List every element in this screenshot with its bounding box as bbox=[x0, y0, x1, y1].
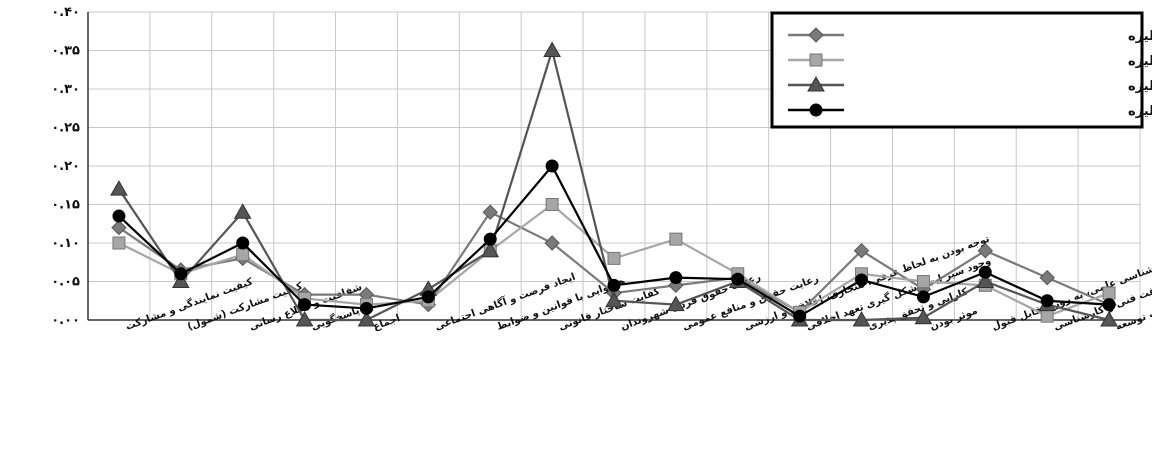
data-point bbox=[852, 310, 871, 327]
data-point bbox=[1040, 309, 1054, 323]
legend-entry: مجموع تاثیرات نرمالیزه bbox=[788, 75, 1152, 94]
legend-label: مرکزیت نرمالیزه bbox=[1128, 54, 1152, 69]
data-point bbox=[605, 291, 623, 308]
data-point bbox=[112, 209, 126, 223]
data-point bbox=[916, 290, 930, 304]
data-point bbox=[1039, 269, 1055, 286]
legend-marker bbox=[809, 103, 823, 117]
legend-entry: میانگین حسابی سه شاخص نرمالیزه bbox=[788, 103, 1152, 119]
y-axis: ۰.۰۰ ۰.۰۵ ۰.۱۰ ۰.۱۵ ۰.۲۰ ۰.۲۵ ۰.۳۰ ۰.۳۵ ۰.۴۰ bbox=[51, 5, 89, 328]
data-point bbox=[544, 235, 560, 251]
legend: درصد فراوانی نرمالیزه مرکزیت نرمالیزه مجمو… bbox=[770, 11, 1152, 129]
data-point bbox=[236, 248, 250, 262]
data-point bbox=[233, 203, 252, 219]
data-point bbox=[359, 301, 373, 315]
y-tick-label: ۰.۰۰ bbox=[51, 313, 80, 328]
y-tick-label: ۰.۱۵ bbox=[51, 198, 80, 213]
data-point bbox=[855, 273, 869, 287]
data-point bbox=[298, 298, 312, 312]
data-point bbox=[793, 309, 807, 323]
data-point bbox=[607, 251, 621, 265]
data-point bbox=[1100, 310, 1118, 327]
legend-marker bbox=[807, 75, 825, 92]
series-layer bbox=[110, 41, 1118, 327]
data-point bbox=[295, 310, 314, 327]
data-point bbox=[174, 267, 188, 281]
data-point bbox=[1040, 294, 1054, 308]
data-point bbox=[483, 232, 497, 246]
data-point bbox=[914, 308, 933, 325]
y-tick-label: ۰.۳۵ bbox=[51, 44, 80, 59]
legend-entry: درصد فراوانی نرمالیزه bbox=[788, 27, 1152, 44]
data-point bbox=[607, 278, 621, 292]
y-tick-label: ۰.۳۰ bbox=[51, 82, 80, 97]
data-point bbox=[236, 236, 250, 250]
y-tick-label: ۰.۱۰ bbox=[51, 236, 80, 251]
data-point bbox=[482, 204, 498, 220]
data-point bbox=[916, 275, 930, 288]
data-point bbox=[421, 290, 435, 304]
data-point bbox=[853, 242, 870, 259]
data-point bbox=[543, 41, 561, 57]
data-point bbox=[545, 159, 559, 173]
data-point bbox=[978, 265, 992, 279]
y-tick-label: ۰.۴۰ bbox=[51, 5, 80, 20]
data-point bbox=[976, 272, 995, 288]
data-point bbox=[669, 271, 683, 285]
legend-box bbox=[770, 11, 1144, 129]
y-tick-label: ۰.۰۵ bbox=[51, 275, 80, 290]
series-circle bbox=[112, 159, 1116, 323]
legend-label: مجموع تاثیرات نرمالیزه bbox=[1128, 79, 1152, 94]
legend-marker bbox=[808, 27, 824, 43]
legend-marker bbox=[809, 53, 823, 67]
data-point bbox=[110, 180, 128, 196]
legend-entry: مرکزیت نرمالیزه bbox=[788, 53, 1152, 69]
data-point bbox=[1102, 298, 1116, 312]
y-tick-label: ۰.۲۵ bbox=[51, 121, 80, 136]
legend-label: میانگین حسابی سه شاخص نرمالیزه bbox=[1128, 103, 1152, 119]
data-point bbox=[112, 236, 126, 250]
legend-label: درصد فراوانی نرمالیزه bbox=[1128, 29, 1152, 44]
data-point bbox=[669, 232, 683, 246]
y-tick-label: ۰.۲۰ bbox=[51, 159, 80, 174]
data-point bbox=[171, 272, 190, 288]
data-point bbox=[977, 242, 994, 259]
data-point bbox=[667, 295, 685, 312]
data-point bbox=[111, 219, 127, 236]
data-point bbox=[545, 198, 559, 211]
data-point bbox=[357, 310, 376, 327]
data-point bbox=[1102, 286, 1116, 300]
data-point bbox=[481, 241, 500, 258]
data-point bbox=[731, 272, 745, 286]
